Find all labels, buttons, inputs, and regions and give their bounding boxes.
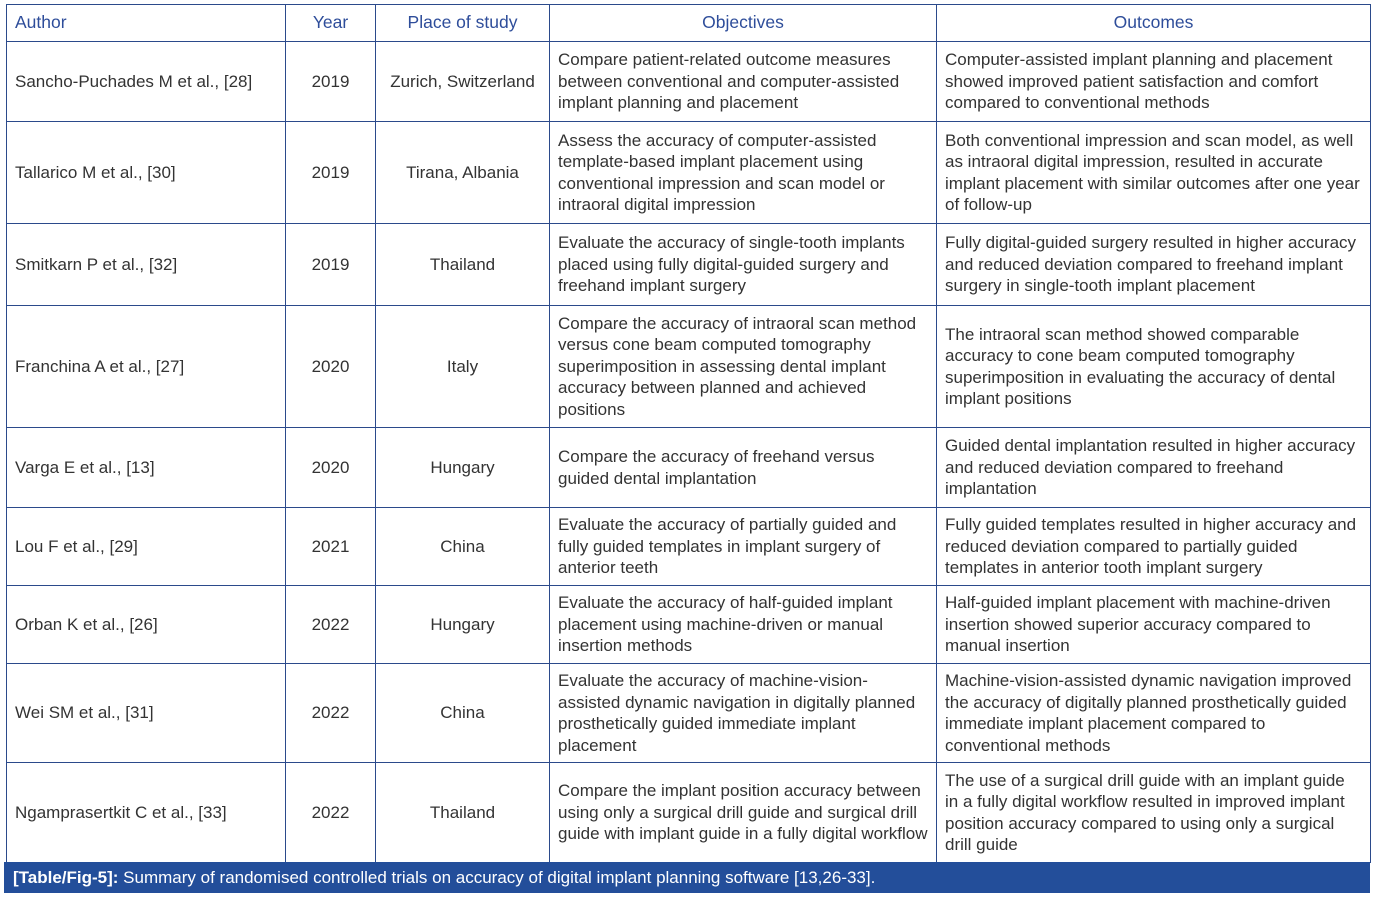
cell-outcomes: Half-guided implant placement with machi… [936, 585, 1371, 664]
cell-outcomes: Computer-assisted implant planning and p… [936, 41, 1371, 122]
summary-table: Author Year Place of study Objectives Ou… [6, 4, 1371, 863]
table-row: Sancho-Puchades M et al., [28] 2019 Zurich… [6, 41, 1371, 122]
header-place: Place of study [375, 4, 550, 42]
cell-objectives: Compare the accuracy of intraoral scan m… [549, 305, 937, 428]
cell-outcomes: Guided dental implantation resulted in h… [936, 427, 1371, 508]
cell-year: 2019 [285, 223, 376, 306]
table-row: Wei SM et al., [31] 2022 China Evaluate the… [6, 663, 1371, 763]
caption-text: Summary of randomised controlled trials … [118, 868, 876, 887]
cell-objectives: Compare the accuracy of freehand versus … [549, 427, 937, 508]
header-year: Year [285, 4, 376, 42]
cell-outcomes: Machine-vision-assisted dynamic navigati… [936, 663, 1371, 763]
header-row: Author Year Place of study Objectives Ou… [6, 4, 1371, 42]
cell-outcomes: Fully guided templates resulted in highe… [936, 507, 1371, 586]
cell-author: Wei SM et al., [31] [6, 663, 286, 763]
header-author: Author [6, 4, 286, 42]
cell-outcomes: The intraoral scan method showed compara… [936, 305, 1371, 428]
cell-author: Sancho-Puchades M et al., [28] [6, 41, 286, 122]
cell-objectives: Evaluate the accuracy of single-tooth im… [549, 223, 937, 306]
cell-year: 2022 [285, 663, 376, 763]
cell-place: Hungary [375, 585, 550, 664]
cell-objectives: Compare patient-related outcome measures… [549, 41, 937, 122]
cell-objectives: Evaluate the accuracy of machine-vision-… [549, 663, 937, 763]
cell-place: China [375, 663, 550, 763]
cell-year: 2020 [285, 305, 376, 428]
table-row: Tallarico M et al., [30] 2019 Tirana, Alba… [6, 121, 1371, 224]
cell-place: Thailand [375, 223, 550, 306]
cell-objectives: Assess the accuracy of computer-assisted… [549, 121, 937, 224]
table-row: Ngamprasertkit C et al., [33] 2022 Thailan… [6, 762, 1371, 863]
cell-year: 2022 [285, 585, 376, 664]
table-caption: [Table/Fig-5]: Summary of randomised con… [4, 862, 1370, 893]
cell-place: Tirana, Albania [375, 121, 550, 224]
cell-author: Tallarico M et al., [30] [6, 121, 286, 224]
table-row: Varga E et al., [13] 2020 Hungary Compare t… [6, 427, 1371, 508]
cell-place: Thailand [375, 762, 550, 863]
caption-label: [Table/Fig-5]: [13, 868, 119, 887]
cell-year: 2019 [285, 41, 376, 122]
cell-year: 2022 [285, 762, 376, 863]
cell-objectives: Evaluate the accuracy of half-guided imp… [549, 585, 937, 664]
cell-year: 2021 [285, 507, 376, 586]
cell-author: Smitkarn P et al., [32] [6, 223, 286, 306]
table-row: Lou F et al., [29] 2021 China Evaluate the … [6, 507, 1371, 586]
cell-objectives: Compare the implant position accuracy be… [549, 762, 937, 863]
header-objectives: Objectives [549, 4, 937, 42]
cell-author: Varga E et al., [13] [6, 427, 286, 508]
cell-year: 2020 [285, 427, 376, 508]
cell-author: Ngamprasertkit C et al., [33] [6, 762, 286, 863]
table-row: Smitkarn P et al., [32] 2019 Thailand Evalu… [6, 223, 1371, 306]
table-row: Orban K et al., [26] 2022 Hungary Evaluate … [6, 585, 1371, 664]
cell-year: 2019 [285, 121, 376, 224]
cell-objectives: Evaluate the accuracy of partially guide… [549, 507, 937, 586]
table-row: Franchina A et al., [27] 2020 Italy Compare… [6, 305, 1371, 428]
cell-place: Italy [375, 305, 550, 428]
cell-outcomes: Both conventional impression and scan mo… [936, 121, 1371, 224]
header-outcomes: Outcomes [936, 4, 1371, 42]
cell-outcomes: Fully digital-guided surgery resulted in… [936, 223, 1371, 306]
cell-author: Lou F et al., [29] [6, 507, 286, 586]
cell-author: Franchina A et al., [27] [6, 305, 286, 428]
cell-author: Orban K et al., [26] [6, 585, 286, 664]
cell-place: China [375, 507, 550, 586]
cell-place: Zurich, Switzerland [375, 41, 550, 122]
cell-place: Hungary [375, 427, 550, 508]
cell-outcomes: The use of a surgical drill guide with a… [936, 762, 1371, 863]
